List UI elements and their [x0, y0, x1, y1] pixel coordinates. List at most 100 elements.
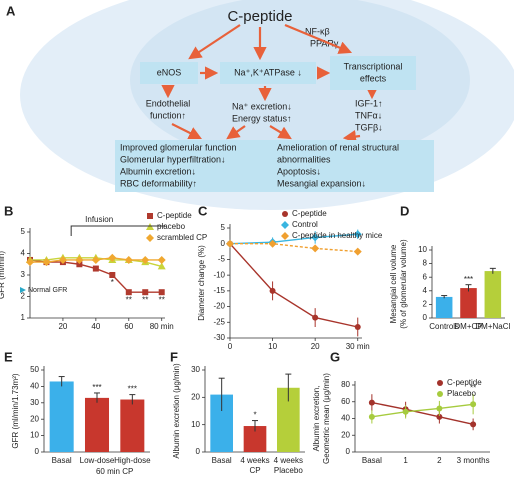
- x-tick-label: 10: [268, 342, 277, 351]
- panel-label: C: [198, 203, 208, 218]
- series-line: [229, 233, 358, 245]
- marker: [402, 408, 409, 415]
- y-tick-label: 0: [423, 313, 428, 322]
- outcome-line: RBC deformability↑: [120, 178, 197, 188]
- x-tick-label: 2: [437, 456, 442, 465]
- diagram: A C-peptide NF-κβ PPARγ eNOS Na⁺,K⁺ATPas…: [6, 0, 514, 210]
- x-tick-label: DM+NaCl: [475, 322, 510, 331]
- y-axis-label: Albumin excretion (μg/min): [172, 363, 181, 459]
- marker: [353, 230, 362, 239]
- y-tick-label: 1: [21, 313, 26, 322]
- y-tick-label: 30: [30, 398, 39, 407]
- y-tick-label: 8: [423, 259, 428, 268]
- marker: [470, 421, 477, 428]
- marker: [436, 413, 443, 420]
- y-tick-label: 50: [30, 365, 39, 374]
- x-tick-label: 30 min: [346, 342, 370, 351]
- outcome-box: [272, 140, 434, 192]
- significance-label: **: [126, 295, 132, 304]
- bar: [435, 296, 453, 318]
- node-label: Transcriptional: [344, 61, 403, 71]
- y-tick-label: 30: [191, 365, 200, 374]
- x-tick-label: 3 months: [457, 456, 490, 465]
- hub-label: C-peptide: [227, 8, 292, 25]
- marker: [147, 213, 153, 219]
- marker: [76, 261, 83, 268]
- y-tick-label: 20: [191, 392, 200, 401]
- y-axis-label: GFR (ml/min/1.73m²): [11, 373, 20, 448]
- y-tick-label: 10: [418, 245, 427, 254]
- bar: [243, 426, 267, 452]
- marker: [281, 221, 289, 229]
- marker: [91, 255, 100, 264]
- bar: [210, 394, 233, 452]
- y-tick-label: 20: [30, 414, 39, 423]
- marker: [109, 272, 116, 278]
- outcome-line: Amelioration of renal structural: [277, 142, 399, 152]
- bar: [277, 387, 300, 452]
- outcome-line: abnormalities: [277, 154, 331, 164]
- y-tick-label: 5: [221, 223, 226, 232]
- y-tick-label: 4: [21, 249, 26, 258]
- panel-label: F: [170, 349, 178, 364]
- marker: [146, 234, 154, 242]
- y-tick-label: 0: [196, 447, 201, 456]
- x-tick-label: Controls: [429, 322, 459, 331]
- marker: [269, 287, 276, 294]
- marker: [268, 239, 277, 248]
- series-line: [229, 243, 358, 328]
- node-label: effects: [360, 73, 387, 83]
- marker: [437, 380, 443, 386]
- y-tick-label: 40: [341, 414, 350, 423]
- y-tick-label: -25: [213, 317, 225, 326]
- series-line: [371, 403, 474, 418]
- outcome-line: Apoptosis↓: [277, 166, 321, 176]
- side-label: NF-κβ: [305, 26, 330, 36]
- marker: [437, 391, 443, 397]
- y-tick-label: 5: [21, 227, 26, 236]
- x-tick-label: CP: [249, 466, 260, 475]
- normal-marker: [20, 287, 26, 294]
- panel-label: B: [4, 203, 13, 218]
- outcome-box: [115, 140, 283, 192]
- infusion-bracket: [70, 225, 165, 236]
- marker: [125, 289, 132, 296]
- x-tick-label: 80 min: [150, 322, 174, 331]
- marker: [141, 255, 150, 264]
- series-line: [230, 243, 358, 253]
- series-line: [371, 401, 474, 426]
- infusion-label: Infusion: [85, 215, 113, 224]
- y-tick-label: -30: [213, 333, 225, 342]
- marker: [158, 289, 165, 296]
- y-tick-label: 60: [341, 397, 350, 406]
- legend-label: C-peptide: [157, 211, 192, 220]
- bar: [84, 397, 110, 452]
- arrows: [161, 23, 379, 144]
- significance-label: *: [253, 411, 256, 420]
- y-tick-label: 3: [21, 270, 26, 279]
- effect-label: function↑: [150, 110, 186, 120]
- y-tick-label: -5: [218, 255, 226, 264]
- marker: [311, 244, 320, 253]
- bar: [484, 271, 502, 318]
- outcome-line: Mesangial expansion↓: [277, 178, 366, 188]
- bar: [460, 288, 477, 318]
- x-tick-label: Basal: [52, 456, 72, 465]
- effect-label: Na⁺ excretion↓: [232, 101, 292, 111]
- x-tick-label: Basal: [212, 456, 232, 465]
- y-tick-label: -20: [213, 302, 225, 311]
- x-tick-label: Basal: [362, 456, 382, 465]
- x-tick-label: 20: [58, 322, 67, 331]
- significance-label: ***: [128, 385, 137, 394]
- y-axis-label: GFR (ml/min): [0, 251, 6, 299]
- effect-label: TGFβ↓: [355, 122, 383, 132]
- outcome-line: Improved glomerular function: [120, 142, 237, 152]
- marker: [368, 413, 375, 420]
- panel-label: G: [330, 349, 340, 364]
- y-tick-label: 0: [346, 447, 351, 456]
- marker: [75, 255, 84, 264]
- x-tick-label: High-dose: [114, 456, 151, 465]
- marker: [157, 255, 166, 264]
- legend-label: C-peptide: [292, 209, 327, 218]
